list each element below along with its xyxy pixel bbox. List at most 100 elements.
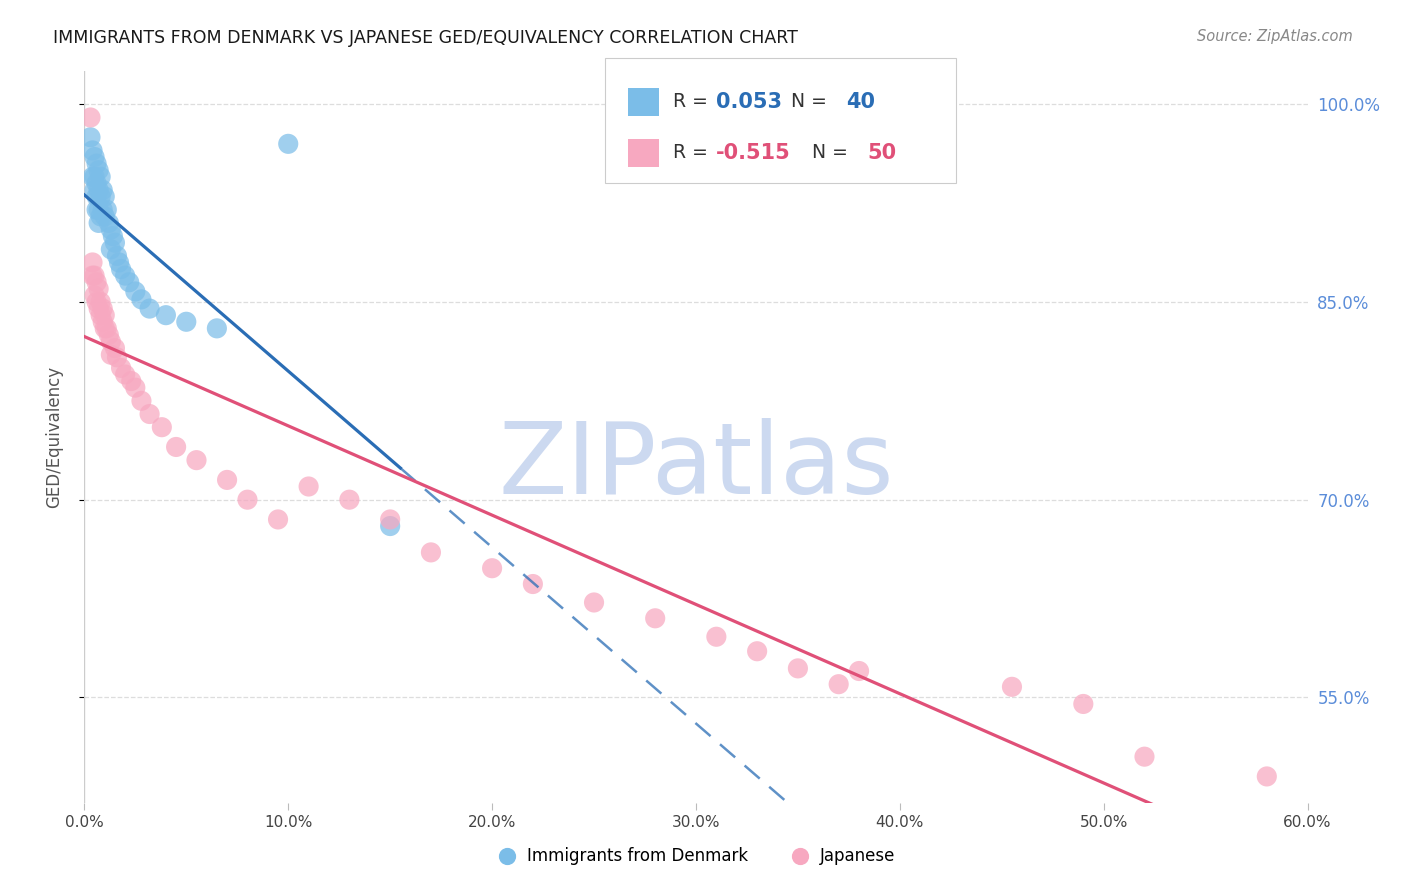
Point <box>104 235 127 250</box>
Point <box>91 183 114 197</box>
Point <box>82 169 104 184</box>
Point <box>87 183 110 197</box>
Point <box>114 268 136 283</box>
Point <box>155 308 177 322</box>
Point <box>138 407 160 421</box>
Point <box>124 381 146 395</box>
Point <box>114 368 136 382</box>
Point <box>87 202 110 217</box>
Text: 50: 50 <box>868 143 897 163</box>
Point <box>90 189 112 203</box>
Point <box>93 308 115 322</box>
Point <box>86 275 108 289</box>
Point <box>93 189 115 203</box>
Point <box>82 255 104 269</box>
Point <box>1001 680 1024 694</box>
Point <box>110 262 132 277</box>
Point <box>1133 749 1156 764</box>
Point <box>848 664 870 678</box>
Point <box>267 512 290 526</box>
Point <box>174 315 197 329</box>
Point <box>86 189 108 203</box>
Point <box>96 321 118 335</box>
Point <box>100 242 122 256</box>
Point <box>380 512 402 526</box>
Point <box>100 348 122 362</box>
Point <box>236 492 259 507</box>
Point <box>205 321 228 335</box>
Point <box>150 420 173 434</box>
Point <box>91 202 114 217</box>
Point <box>82 268 104 283</box>
Point <box>583 595 606 609</box>
Point <box>79 130 101 145</box>
Point <box>87 216 110 230</box>
Text: R =: R = <box>673 93 714 112</box>
Point <box>90 295 112 310</box>
Point <box>87 282 110 296</box>
Point <box>186 453 208 467</box>
Text: 40: 40 <box>846 92 876 112</box>
Point <box>79 111 101 125</box>
Text: Source: ZipAtlas.com: Source: ZipAtlas.com <box>1197 29 1353 44</box>
Point <box>706 630 728 644</box>
Y-axis label: GED/Equivalency: GED/Equivalency <box>45 366 63 508</box>
Point <box>118 275 141 289</box>
Text: R =: R = <box>673 144 714 162</box>
Point <box>339 492 361 507</box>
Point <box>83 183 105 197</box>
Text: IMMIGRANTS FROM DENMARK VS JAPANESE GED/EQUIVALENCY CORRELATION CHART: IMMIGRANTS FROM DENMARK VS JAPANESE GED/… <box>53 29 799 46</box>
Point <box>105 249 128 263</box>
Point <box>91 301 114 316</box>
Point <box>86 156 108 170</box>
Point <box>96 202 118 217</box>
Point <box>105 351 128 365</box>
Point <box>644 611 666 625</box>
Text: -0.515: -0.515 <box>716 143 790 163</box>
Point <box>82 144 104 158</box>
Point <box>97 216 120 230</box>
Point <box>86 202 108 217</box>
Point <box>100 222 122 236</box>
Point <box>83 169 105 184</box>
Point <box>83 268 105 283</box>
Point <box>380 519 402 533</box>
Point <box>124 285 146 299</box>
Point <box>93 321 115 335</box>
Point <box>97 327 120 342</box>
Point <box>90 210 112 224</box>
Point <box>131 393 153 408</box>
Point <box>91 315 114 329</box>
Point <box>90 308 112 322</box>
Legend: Immigrants from Denmark, Japanese: Immigrants from Denmark, Japanese <box>491 840 901 871</box>
Point <box>787 661 810 675</box>
Point <box>138 301 160 316</box>
Point <box>120 374 142 388</box>
Point <box>87 163 110 178</box>
Point <box>828 677 851 691</box>
Point <box>101 229 124 244</box>
Point <box>1073 697 1095 711</box>
Point <box>522 577 544 591</box>
Point <box>86 177 108 191</box>
Point <box>93 210 115 224</box>
Point <box>90 169 112 184</box>
Point <box>110 360 132 375</box>
Point <box>298 479 321 493</box>
Point <box>108 255 131 269</box>
Point <box>420 545 443 559</box>
Text: N =: N = <box>779 93 832 112</box>
Point <box>100 334 122 349</box>
Point <box>131 293 153 307</box>
Point <box>747 644 769 658</box>
Text: ZIPatlas: ZIPatlas <box>498 417 894 515</box>
Point <box>86 295 108 310</box>
Point <box>83 150 105 164</box>
Point <box>1256 769 1278 783</box>
Text: 0.053: 0.053 <box>716 92 782 112</box>
Point <box>481 561 503 575</box>
Point <box>277 136 299 151</box>
Text: N =: N = <box>800 144 853 162</box>
Point <box>104 341 127 355</box>
Point <box>83 288 105 302</box>
